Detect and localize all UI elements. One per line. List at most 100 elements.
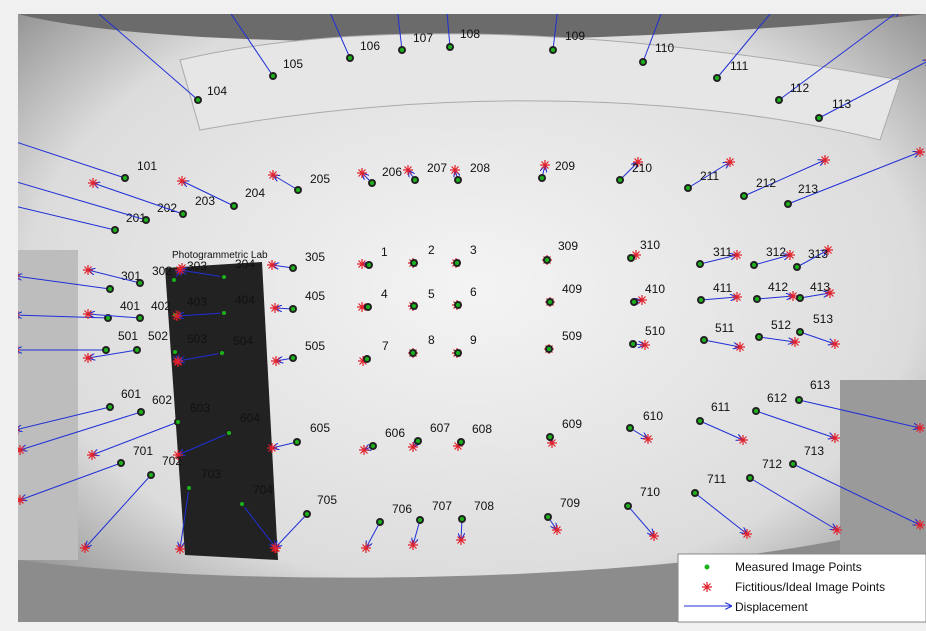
point-label: 413 — [810, 280, 830, 294]
point-label: 9 — [470, 333, 477, 347]
measured-point — [172, 278, 176, 282]
point-label: 710 — [640, 485, 660, 499]
point-label: 702 — [162, 454, 182, 468]
ideal-point — [268, 170, 278, 180]
measured-point — [742, 194, 746, 198]
point-label: 410 — [645, 282, 665, 296]
measured-point — [144, 218, 148, 222]
point-label: 304 — [235, 257, 255, 271]
point-label: 7 — [382, 339, 389, 353]
measured-point — [817, 116, 821, 120]
ideal-point — [732, 250, 742, 260]
point-label: 713 — [804, 444, 824, 458]
point-label: 204 — [245, 186, 265, 200]
measured-point — [698, 262, 702, 266]
measured-point — [698, 419, 702, 423]
point-label: 1 — [381, 245, 388, 259]
point-label: 106 — [360, 39, 380, 53]
point-label: 8 — [428, 333, 435, 347]
point-label: 311 — [713, 245, 732, 259]
measured-point — [305, 512, 309, 516]
measured-point — [798, 330, 802, 334]
measured-point — [456, 303, 460, 307]
point-label: 6 — [470, 285, 477, 299]
point-label: 3 — [470, 243, 477, 257]
point-label: 213 — [798, 182, 818, 196]
point-label: 610 — [643, 409, 663, 423]
point-label: 202 — [157, 201, 177, 215]
measured-point — [149, 473, 153, 477]
measured-point — [378, 520, 382, 524]
measured-point — [187, 486, 191, 490]
point-label: 612 — [767, 391, 787, 405]
ideal-point — [175, 265, 185, 275]
measured-point — [632, 300, 636, 304]
point-label: 401 — [120, 299, 140, 313]
ideal-point — [408, 540, 418, 550]
measured-point — [777, 98, 781, 102]
measured-point — [348, 56, 352, 60]
measured-point — [693, 491, 697, 495]
measured-point — [271, 74, 275, 78]
point-label: 402 — [151, 299, 171, 313]
ideal-point — [83, 265, 93, 275]
measured-point — [455, 261, 459, 265]
measured-point — [548, 435, 552, 439]
point-label: 601 — [121, 387, 141, 401]
measured-point — [181, 212, 185, 216]
measured-point — [786, 202, 790, 206]
measured-point — [104, 348, 108, 352]
measured-point — [686, 186, 690, 190]
point-label: 111 — [730, 59, 749, 73]
ideal-point — [790, 337, 800, 347]
legend-label: Displacement — [735, 600, 808, 614]
point-label: 509 — [562, 329, 582, 343]
measured-point — [460, 517, 464, 521]
legend-measured-icon — [705, 565, 710, 570]
point-label: 706 — [392, 502, 412, 516]
point-label: 605 — [310, 421, 330, 435]
measured-point — [108, 405, 112, 409]
measured-point — [641, 60, 645, 64]
point-label: 309 — [558, 239, 578, 253]
measured-point — [699, 298, 703, 302]
point-label: 107 — [413, 31, 433, 45]
measured-point — [412, 304, 416, 308]
ideal-point — [83, 353, 93, 363]
point-label: 503 — [187, 332, 207, 346]
ideal-point — [830, 339, 840, 349]
measured-point — [416, 439, 420, 443]
ideal-point — [637, 295, 647, 305]
point-label: 708 — [474, 499, 494, 513]
measured-point — [540, 176, 544, 180]
measured-point — [548, 300, 552, 304]
point-label: 101 — [137, 159, 157, 173]
point-label: 305 — [305, 250, 325, 264]
point-label: 206 — [382, 165, 402, 179]
ideal-point — [640, 340, 650, 350]
measured-point — [791, 462, 795, 466]
point-label: 510 — [645, 324, 665, 338]
ideal-point — [357, 168, 367, 178]
point-label: 707 — [432, 499, 452, 513]
point-label: 210 — [632, 161, 652, 175]
measured-point — [629, 256, 633, 260]
legend-ideal-icon — [702, 582, 712, 592]
ideal-point — [80, 543, 90, 553]
measured-point — [551, 48, 555, 52]
ideal-point — [87, 450, 97, 460]
legend-label: Measured Image Points — [735, 560, 862, 574]
measured-point — [459, 440, 463, 444]
measured-point — [798, 296, 802, 300]
point-label: 4 — [381, 287, 388, 301]
measured-point — [626, 504, 630, 508]
ideal-point — [271, 356, 281, 366]
shelf — [840, 380, 926, 560]
legend-label: Fictitious/Ideal Image Points — [735, 580, 885, 594]
ideal-point — [830, 433, 840, 443]
measured-point — [295, 440, 299, 444]
measured-point — [119, 461, 123, 465]
measured-point — [797, 398, 801, 402]
point-label: 704 — [253, 483, 273, 497]
ideal-point — [725, 157, 735, 167]
